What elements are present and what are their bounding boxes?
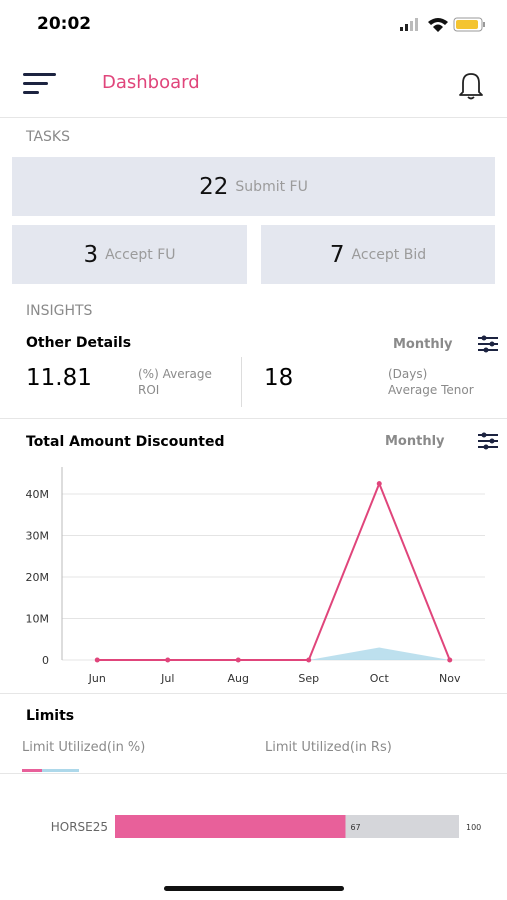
status-icons — [400, 17, 485, 32]
section-title: Limits — [26, 708, 75, 724]
divider — [241, 357, 242, 407]
point — [94, 657, 100, 663]
point — [447, 657, 453, 663]
tab[interactable]: Limit Utilized(in Rs) — [265, 740, 392, 755]
point — [376, 481, 382, 487]
y-tick-label: 10M — [26, 612, 50, 625]
section-heading: TASKS — [26, 129, 70, 145]
task-label: Accept Bid — [351, 246, 427, 263]
divider — [0, 693, 507, 694]
metric-label: (Days) Average Tenor — [388, 366, 474, 398]
task-card[interactable]: 3 Accept FU — [12, 225, 247, 284]
area — [97, 647, 450, 660]
task-label: Submit FU — [235, 178, 308, 195]
metric-label-line: ROI — [138, 383, 160, 397]
tab[interactable]: Limit Utilized(in %) — [22, 740, 146, 755]
task-card[interactable]: 22 Submit FU — [12, 157, 495, 216]
task-count: 3 — [83, 241, 99, 268]
task-card[interactable]: 7 Accept Bid — [261, 225, 495, 284]
y-tick-label: 20M — [26, 571, 50, 584]
y-tick-label: 40M — [26, 488, 50, 501]
x-tick-label: Jul — [160, 672, 174, 685]
task-count: 7 — [329, 241, 345, 268]
divider — [0, 117, 507, 118]
task-count: 22 — [199, 173, 229, 200]
bar — [115, 815, 346, 838]
metric-label-line: (%) Average — [138, 367, 212, 381]
line-chart: 0 10M 20M 30M 40M Jun Jul Aug Sep Oct Nov — [26, 467, 485, 685]
task-label: Accept FU — [105, 246, 176, 263]
period-selector[interactable]: Monthly — [393, 337, 453, 352]
divider — [0, 773, 507, 774]
status-time: 20:02 — [37, 14, 92, 34]
bar-label: HORSE25 — [51, 820, 108, 834]
metric-label-line: Average Tenor — [388, 383, 474, 397]
bar-value: 67 — [350, 823, 360, 832]
line — [97, 480, 451, 661]
metric-label: (%) Average ROI — [138, 366, 212, 398]
metric-value: 18 — [264, 365, 294, 391]
notification-button[interactable] — [455, 69, 487, 101]
limit-chart: HORSE25 67 100 — [51, 815, 481, 838]
point — [165, 657, 171, 663]
tab-indicator — [22, 769, 42, 772]
section-heading: INSIGHTS — [26, 303, 93, 319]
x-tick-label: Jun — [88, 672, 106, 685]
x-tick-label: Aug — [228, 672, 249, 685]
y-tick-label: 0 — [42, 654, 49, 667]
menu-button[interactable] — [22, 72, 58, 96]
metric-label-line: (Days) — [388, 367, 428, 381]
filter-button[interactable] — [476, 334, 500, 354]
home-indicator — [164, 886, 344, 891]
x-tick-label: Nov — [439, 672, 461, 685]
tab-indicator — [42, 769, 79, 772]
page-title: Dashboard — [102, 72, 200, 93]
point — [306, 657, 312, 663]
metric-value: 11.81 — [26, 365, 92, 391]
period-selector[interactable]: Monthly — [385, 434, 445, 449]
bar-max: 100 — [466, 823, 481, 832]
point — [235, 657, 241, 663]
card-title: Other Details — [26, 335, 132, 351]
x-tick-label: Oct — [370, 672, 390, 685]
chart-title: Total Amount Discounted — [26, 434, 225, 450]
divider — [0, 418, 507, 419]
y-tick-label: 30M — [26, 529, 50, 542]
filter-button[interactable] — [476, 431, 500, 451]
x-tick-label: Sep — [298, 672, 319, 685]
